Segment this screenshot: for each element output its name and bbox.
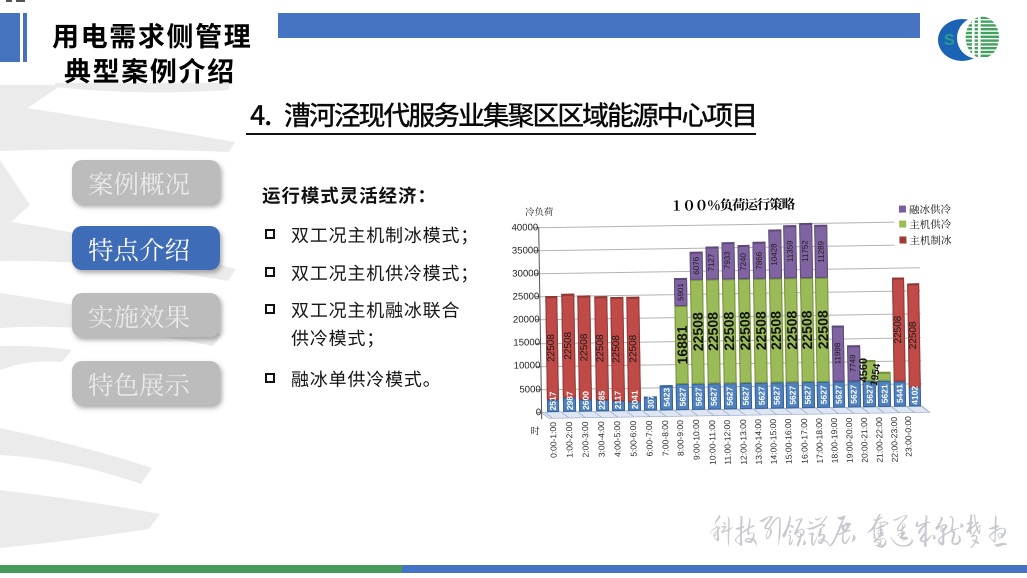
svg-text:S: S — [944, 32, 955, 49]
